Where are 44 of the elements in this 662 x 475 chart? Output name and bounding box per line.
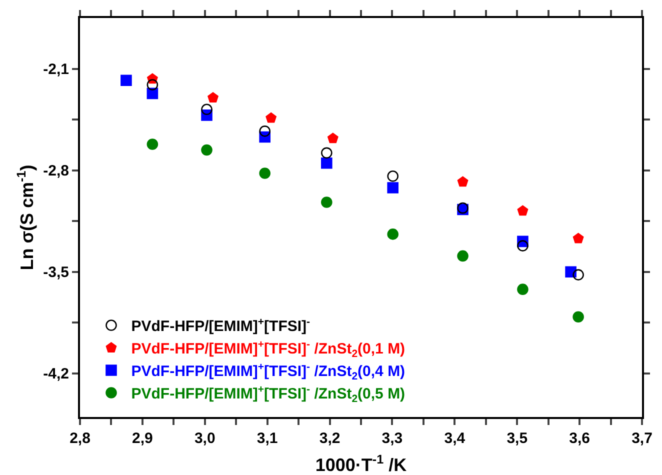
x-tick-label: 3,0 xyxy=(194,430,216,447)
x-tick-label: 3,2 xyxy=(319,430,340,447)
legend-label: PVdF-HFP/[EMIM]$^{+}$[TFSI]$^{-}$ /ZnSt$_{2}$(0,4 M) xyxy=(131,360,406,382)
legend-label: PVdF-HFP/[EMIM]$^{+}$[TFSI]$^{-}$ /ZnSt$_{2}$(0,5 M) xyxy=(131,383,406,405)
y-tick-label: -3,5 xyxy=(43,264,69,282)
point xyxy=(572,311,584,323)
point xyxy=(572,232,584,244)
point xyxy=(146,79,158,90)
point xyxy=(517,240,528,252)
point xyxy=(321,157,332,169)
point xyxy=(517,205,528,216)
x-tick-label: 3,1 xyxy=(256,430,278,447)
legend-label: PVdF-HFP/[EMIM]$^{+}$[TFSI]$^{-}$ xyxy=(131,316,311,336)
point xyxy=(321,147,332,159)
point xyxy=(387,182,398,194)
x-tick-label: 3,3 xyxy=(382,430,403,447)
point xyxy=(201,104,212,116)
point xyxy=(120,74,132,86)
point xyxy=(266,112,276,123)
point xyxy=(321,196,332,208)
x-tick-label: 3,7 xyxy=(632,430,652,447)
point xyxy=(387,170,398,182)
y-tick-label: -2,1 xyxy=(43,61,69,78)
x-tick-label: 3,6 xyxy=(569,430,590,447)
x-tick-label: 3,4 xyxy=(444,430,466,447)
point xyxy=(517,284,528,295)
point xyxy=(387,228,398,240)
x-axis-title: 1000·T$^{-1}$ /K xyxy=(315,452,407,475)
y-tick-label: -4,2 xyxy=(43,366,69,383)
point xyxy=(457,250,468,262)
x-tick-label: 2,8 xyxy=(70,430,90,447)
point xyxy=(259,168,270,179)
point xyxy=(327,132,338,144)
x-tick-label: 2,9 xyxy=(132,430,153,447)
point xyxy=(565,266,576,278)
point xyxy=(201,144,212,156)
x-tick-label: 3,5 xyxy=(506,430,528,447)
legend-label: PVdF-HFP/[EMIM]$^{+}$[TFSI]$^{-}$ /ZnSt$_{2}$(0,1 M) xyxy=(131,338,406,360)
point xyxy=(259,126,270,137)
point xyxy=(457,176,468,187)
point xyxy=(572,269,584,280)
y-tick-label: -2,8 xyxy=(43,162,69,180)
point xyxy=(208,92,218,102)
point xyxy=(146,138,158,150)
